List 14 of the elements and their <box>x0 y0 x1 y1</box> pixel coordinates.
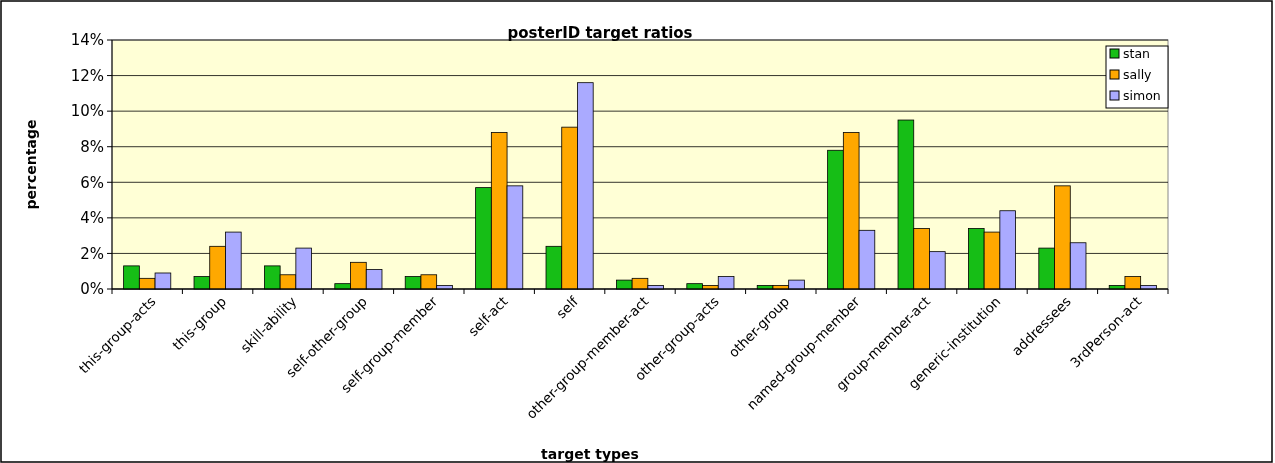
x-axis-title: target types <box>541 446 639 462</box>
y-tick-label: 0% <box>80 280 104 299</box>
legend-label: stan <box>1123 46 1150 62</box>
y-tick-label: 12% <box>70 66 104 85</box>
legend-label: simon <box>1123 88 1161 104</box>
y-tick-label: 8% <box>80 137 104 156</box>
y-tick-label: 4% <box>80 209 104 228</box>
chart-title: posterID target ratios <box>507 24 693 42</box>
y-tick-label: 2% <box>80 244 104 263</box>
legend-label: sally <box>1123 67 1153 83</box>
y-axis-title: percentage <box>23 119 39 210</box>
y-tick-label: 14% <box>70 31 104 50</box>
y-tick-label: 6% <box>80 173 104 192</box>
y-tick-label: 10% <box>70 102 104 121</box>
